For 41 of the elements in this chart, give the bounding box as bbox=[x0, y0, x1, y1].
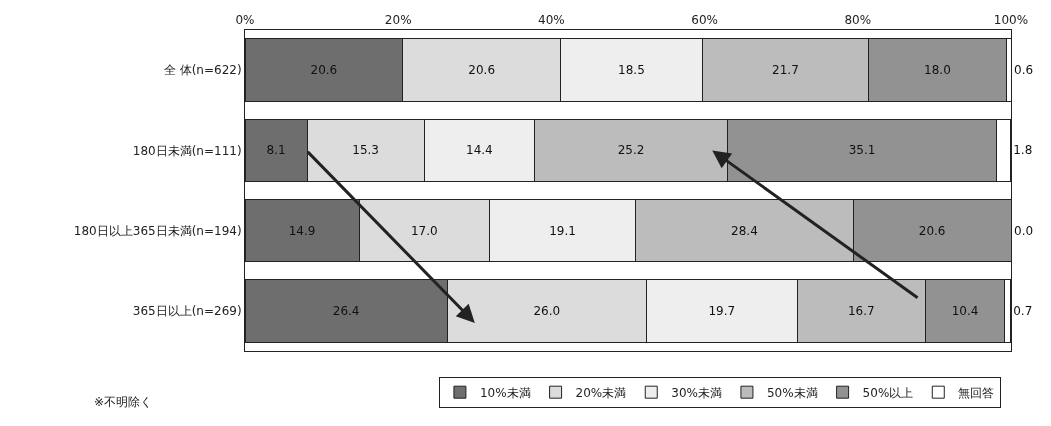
data-label: 21.7 bbox=[772, 63, 799, 78]
x-tick-label: 20% bbox=[384, 13, 412, 28]
legend-label: 10%未満 bbox=[479, 385, 531, 400]
data-label: 17.0 bbox=[410, 223, 438, 238]
x-tick-label: 100% bbox=[993, 13, 1029, 28]
data-label: 8.1 bbox=[266, 143, 286, 158]
x-tick-label: 80% bbox=[844, 13, 872, 28]
y-tick-label: 180日以上365日未満(n=194) bbox=[73, 223, 242, 238]
data-label: 10.4 bbox=[951, 303, 979, 318]
data-label: 18.5 bbox=[618, 63, 645, 78]
data-label: 19.1 bbox=[549, 223, 576, 238]
legend-label: 無回答 bbox=[958, 385, 995, 400]
legend-label: 20%未満 bbox=[575, 385, 627, 400]
data-label: 20.6 bbox=[918, 223, 946, 238]
data-label: 18.0 bbox=[924, 63, 951, 78]
data-label: 19.7 bbox=[708, 303, 736, 318]
data-label: 20.6 bbox=[310, 63, 338, 78]
data-label: 35.1 bbox=[848, 143, 876, 158]
x-tick-label: 40% bbox=[538, 13, 565, 28]
y-tick-label: 365日以上(n=269) bbox=[132, 304, 242, 319]
data-label: 0.0 bbox=[1014, 223, 1034, 238]
data-label: 0.7 bbox=[1013, 303, 1033, 318]
x-tick-label: 60% bbox=[691, 13, 718, 28]
x-tick-label: 0% bbox=[235, 13, 255, 28]
text: ※不明除く bbox=[94, 395, 153, 409]
data-label: 14.4 bbox=[466, 143, 493, 158]
legend-label: 30%未満 bbox=[671, 385, 722, 400]
data-label: 25.2 bbox=[617, 143, 645, 158]
legend-label: 50%未満 bbox=[766, 385, 818, 400]
data-label: 0.6 bbox=[1014, 63, 1034, 78]
data-label: 28.4 bbox=[731, 223, 758, 238]
y-tick-label: 全 体(n=622) bbox=[163, 63, 242, 78]
data-label: 14.9 bbox=[288, 223, 316, 238]
data-label: 16.7 bbox=[847, 303, 875, 318]
data-label: 20.6 bbox=[468, 63, 496, 78]
legend-label: 50%以上 bbox=[862, 385, 914, 400]
y-tick-label: 180日未満(n=111) bbox=[132, 143, 242, 158]
data-label: 26.0 bbox=[533, 303, 561, 318]
data-label: 15.3 bbox=[352, 143, 379, 158]
data-label: 26.4 bbox=[332, 303, 360, 318]
data-label: 1.8 bbox=[1013, 143, 1033, 158]
